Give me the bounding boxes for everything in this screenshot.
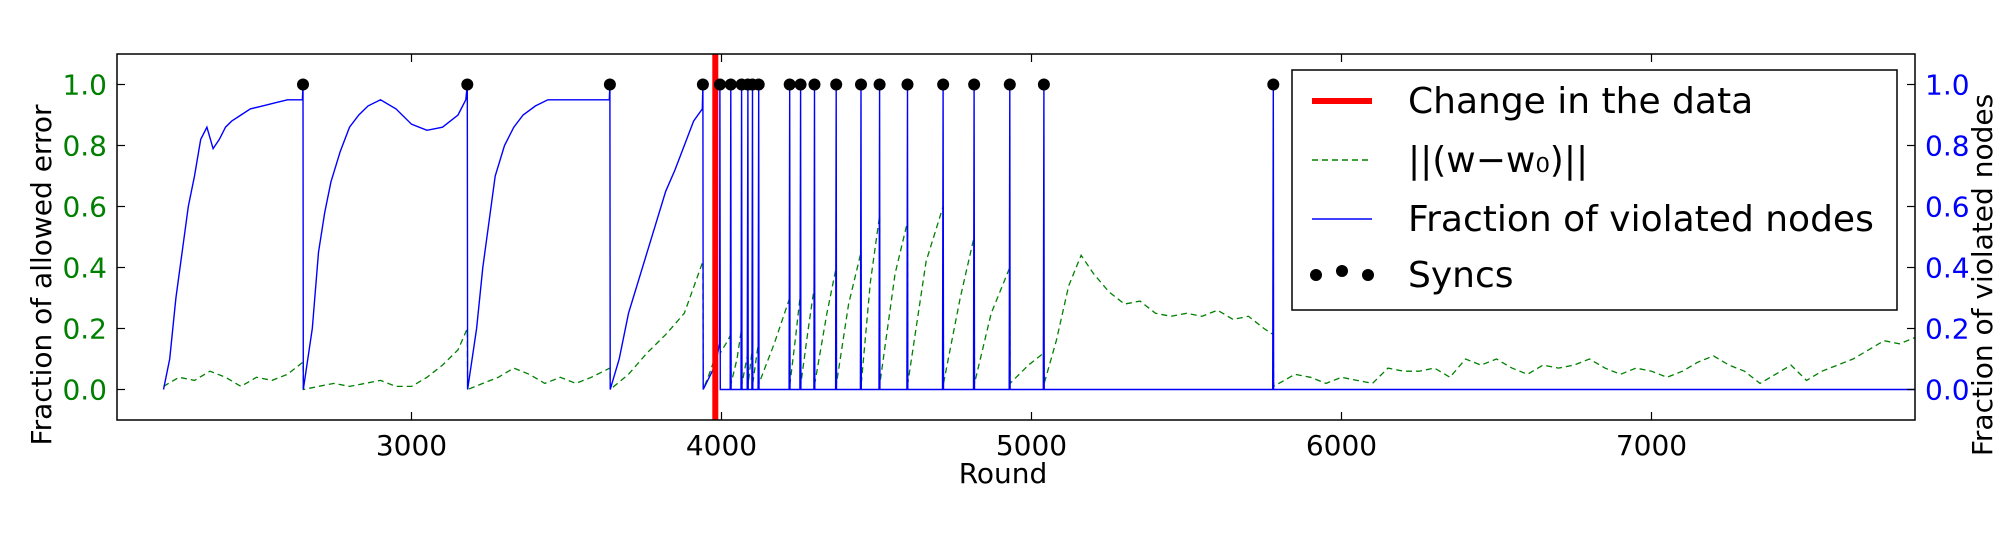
y-left-tick-label: 0.4 <box>62 252 107 285</box>
legend-sync-swatch <box>1336 265 1348 277</box>
sync-marker <box>1267 78 1280 91</box>
x-axis-label: Round <box>959 457 1048 490</box>
sync-marker <box>752 78 765 91</box>
y-right-tick-label: 1.0 <box>1925 69 1970 102</box>
sync-marker <box>968 78 981 91</box>
plot-area: 3000 4000 5000 6000 7000 0.0 0.0 0.2 0.2 0.4 0.4 0.… <box>62 53 1970 462</box>
y-left-tick-label: 0.6 <box>62 191 107 224</box>
sync-marker <box>808 78 821 91</box>
y-right-tick-label: 0.4 <box>1925 252 1970 285</box>
sync-marker <box>855 78 867 91</box>
y-left-tick-label: 0.0 <box>62 374 107 407</box>
sync-marker <box>1003 78 1016 91</box>
legend-box <box>1291 69 1898 311</box>
x-tick-label: 5000 <box>996 429 1067 462</box>
y-right-tick-label: 0.8 <box>1925 130 1970 163</box>
sync-marker <box>713 78 726 91</box>
y-left-tick-label: 0.8 <box>62 130 107 163</box>
y-left-tick-label: 0.2 <box>62 313 107 346</box>
sync-marker <box>873 78 886 91</box>
legend-label: ||(w−w₀)|| <box>1408 140 1588 181</box>
sync-marker <box>783 78 796 91</box>
x-tick-label: 3000 <box>376 429 447 462</box>
legend-sync-swatch <box>1310 269 1322 281</box>
x-tick-label: 6000 <box>1306 429 1377 462</box>
y-left-tick-label: 1.0 <box>62 69 107 102</box>
sync-marker <box>724 78 737 91</box>
legend-label: Syncs <box>1408 255 1514 296</box>
sync-marker <box>830 78 843 91</box>
legend-label: Change in the data <box>1408 81 1753 122</box>
sync-marker <box>794 78 807 91</box>
x-tick-label: 4000 <box>686 429 757 462</box>
sync-marker <box>901 78 914 91</box>
y-right-tick-label: 0.2 <box>1925 313 1970 346</box>
x-tick-label: 7000 <box>1616 429 1687 462</box>
sync-marker <box>461 78 474 91</box>
y-right-tick-label: 0.0 <box>1925 374 1970 407</box>
y-axis-left-label: Fraction of allowed error <box>25 104 58 445</box>
sync-marker <box>603 78 616 91</box>
sync-marker <box>297 78 309 91</box>
sync-marker <box>937 78 950 91</box>
legend-label: Fraction of violated nodes <box>1408 199 1874 240</box>
sync-marker <box>696 78 709 91</box>
y-right-tick-label: 0.6 <box>1925 191 1970 224</box>
sync-marker <box>1037 78 1050 91</box>
axes-frame <box>116 53 1916 421</box>
y-axis-right-label: Fraction of violated nodes <box>1966 94 1999 456</box>
legend: Change in the data ||(w−w₀)|| Fraction of … <box>1291 69 1898 311</box>
error-norm-line <box>163 206 1915 391</box>
legend-sync-swatch <box>1362 269 1374 281</box>
